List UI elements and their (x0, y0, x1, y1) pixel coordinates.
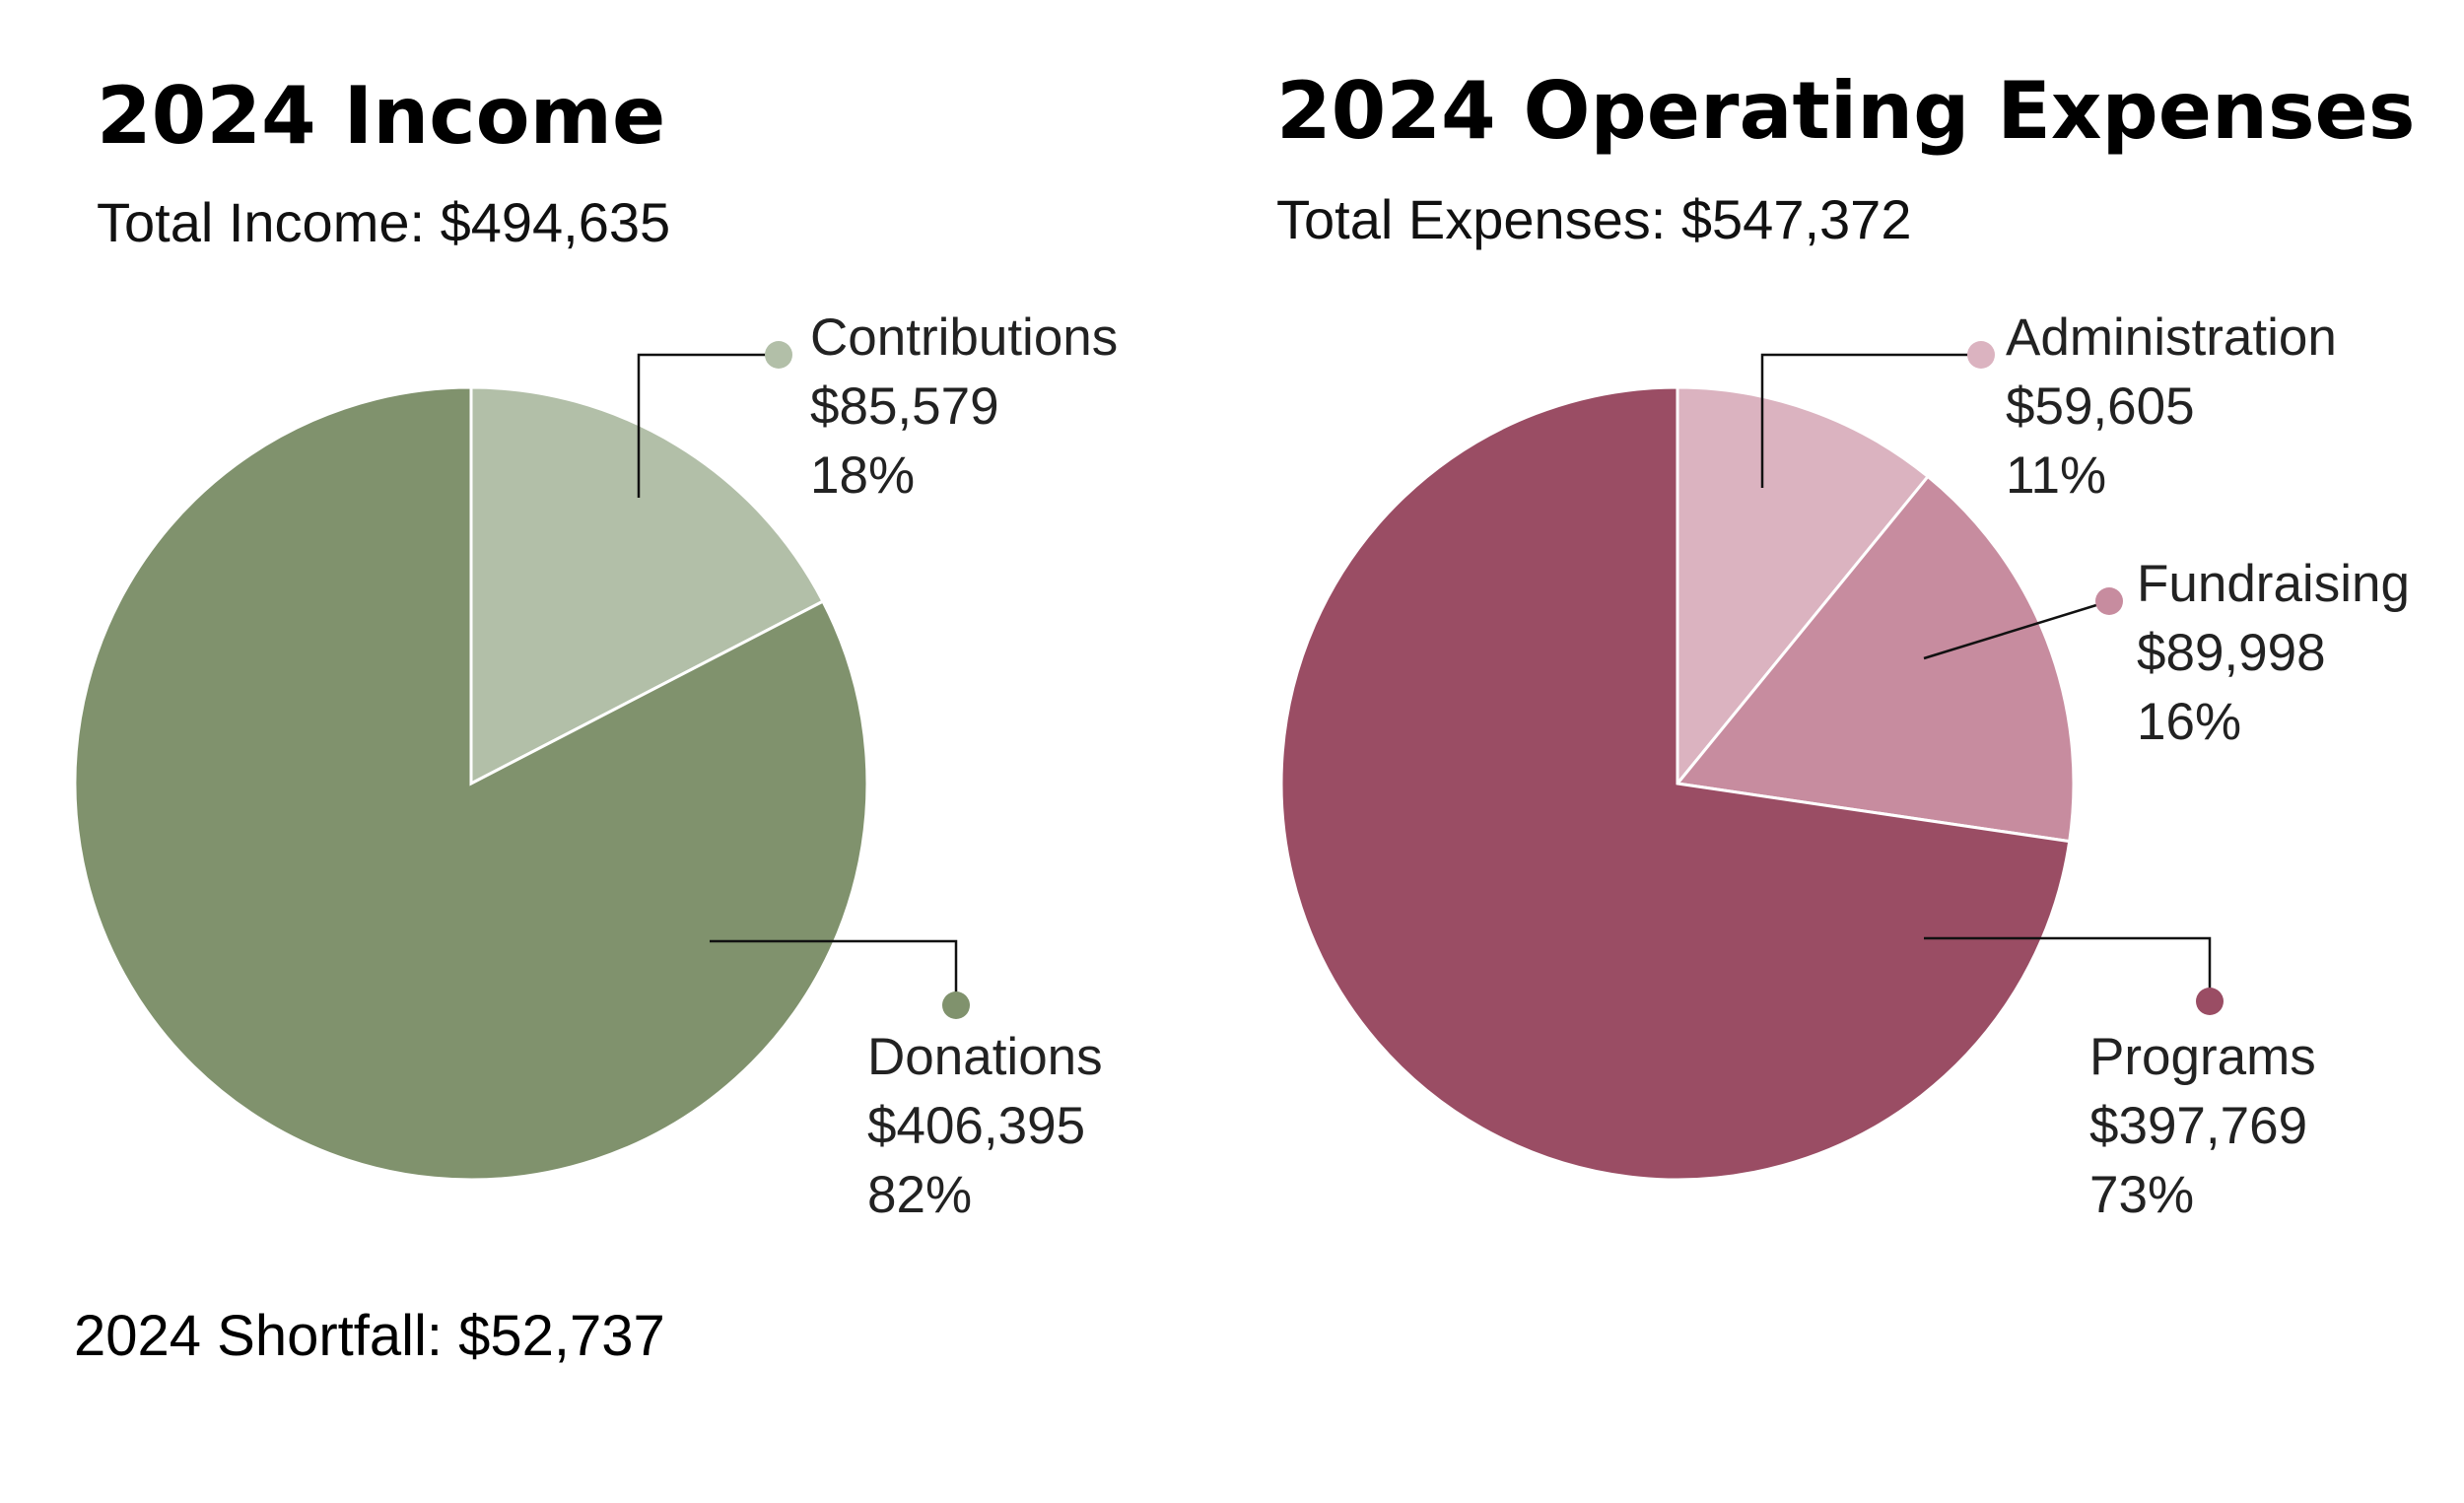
leader-line-donations (710, 939, 958, 1005)
slice-percent: 73% (2089, 1166, 2194, 1224)
expenses-slices (1279, 385, 2076, 1182)
slice-percent: 18% (810, 446, 915, 505)
slice-name: Programs (2089, 1028, 2316, 1086)
pie-slice-administration (1676, 385, 1931, 788)
leader-line-contributions (637, 353, 779, 498)
slice-label-fundraising: Fundraising $89,998 16% (2137, 555, 2410, 751)
leader-dot-fundraising (2095, 587, 2123, 615)
slice-percent: 11% (2006, 446, 2106, 505)
slice-value: $397,769 (2089, 1097, 2307, 1155)
pie-slice-donations (73, 385, 869, 1182)
pie-slice-fundraising (1675, 474, 2076, 844)
pie-slice-programs (1279, 385, 2072, 1182)
slice-label-programs: Programs $397,769 73% (2089, 1028, 2316, 1224)
expenses-chart-subtitle: Total Expenses: $547,372 (1276, 188, 1911, 250)
slice-name: Contributions (810, 308, 1118, 367)
income-chart-title: 2024 Income (97, 70, 665, 162)
leader-dot-administration (1967, 341, 1995, 369)
slice-name: Fundraising (2137, 555, 2410, 613)
leader-dot-donations (942, 991, 970, 1019)
slice-value: $89,998 (2137, 624, 2326, 682)
leader-dot-contributions (765, 341, 792, 369)
shortfall-text: 2024 Shortfall: $52,737 (74, 1304, 665, 1368)
leader-line-programs (1924, 936, 2212, 1001)
income-leader-lines (637, 341, 970, 1019)
slice-label-donations: Donations $406,395 82% (867, 1028, 1103, 1224)
slice-label-contributions: Contributions $85,579 18% (810, 308, 1118, 505)
leader-dot-programs (2196, 988, 2224, 1015)
expenses-pie-chart: 2024 Operating Expenses Total Expenses: … (1276, 65, 2415, 1224)
expenses-leader-lines (1760, 341, 2224, 1015)
expenses-slice-labels: Administration $59,605 11% Fundraising $… (2006, 308, 2410, 1224)
expenses-chart-title: 2024 Operating Expenses (1276, 65, 2415, 157)
leader-line-administration (1760, 353, 1981, 488)
slice-value: $59,605 (2006, 377, 2195, 436)
slice-value: $406,395 (867, 1097, 1085, 1155)
slice-value: $85,579 (810, 377, 999, 436)
pie-slice-contributions (469, 385, 825, 786)
slice-name: Donations (867, 1028, 1103, 1086)
slice-percent: 16% (2137, 693, 2241, 751)
income-slices (73, 385, 869, 1182)
income-slice-labels: Contributions $85,579 18% Donations $406… (810, 308, 1118, 1224)
income-pie-chart: 2024 Income Total Income: $494,635 Contr… (73, 70, 1118, 1224)
income-chart-subtitle: Total Income: $494,635 (97, 191, 670, 253)
leader-line-fundraising (1923, 599, 2110, 660)
slice-label-administration: Administration $59,605 11% (2006, 308, 2337, 505)
slice-name: Administration (2006, 308, 2337, 367)
slice-percent: 82% (867, 1166, 972, 1224)
